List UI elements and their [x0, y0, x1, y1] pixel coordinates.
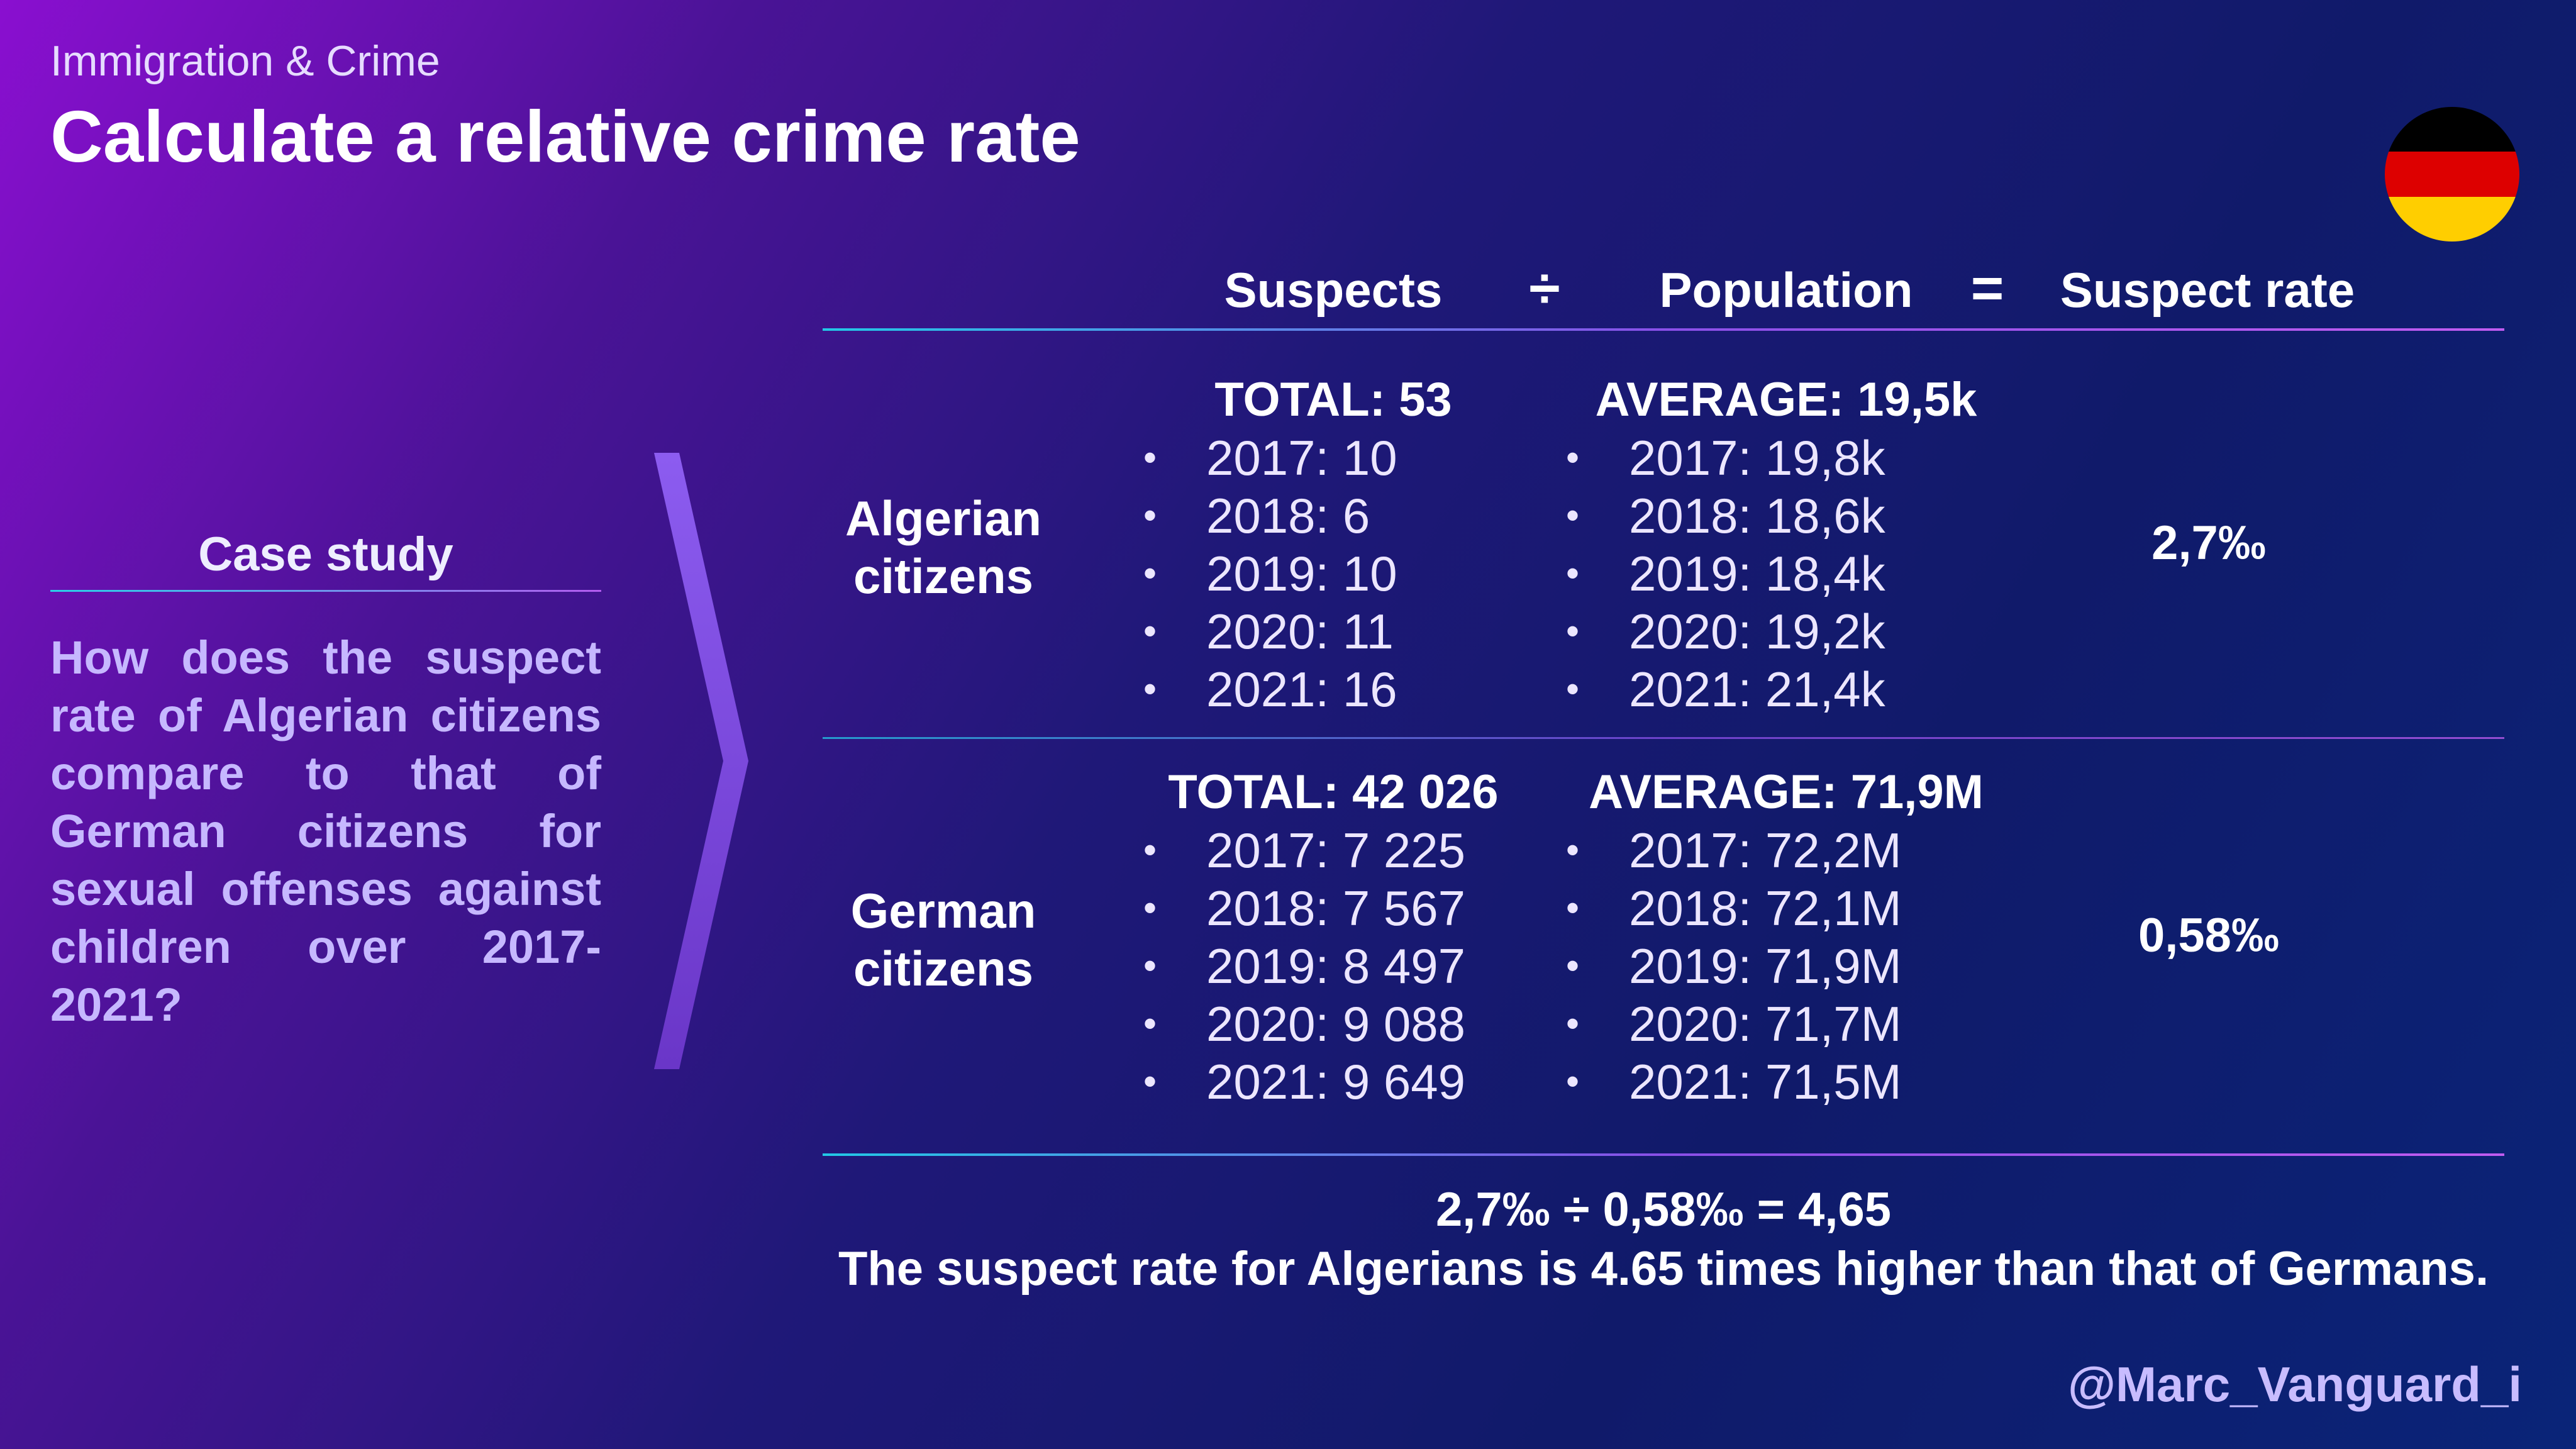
- list-item: 2020: 71,7M: [1566, 995, 1902, 1053]
- list-item: 2021: 9 649: [1143, 1053, 1465, 1111]
- chevron-right-icon: [654, 453, 748, 1069]
- list-item: 2021: 16: [1143, 660, 1397, 718]
- header-suspects: Suspects: [1224, 262, 1443, 318]
- result-formula: 2,7‰ ÷ 0,58‰ = 4,65: [1435, 1183, 1892, 1236]
- list-item: 2019: 10: [1143, 545, 1397, 602]
- population-average-algerian: AVERAGE: 19,5k: [1595, 373, 1977, 426]
- list-item: 2019: 71,9M: [1566, 937, 1902, 995]
- header-divider: [823, 328, 2504, 331]
- list-item: 2018: 7 567: [1143, 879, 1465, 937]
- divide-icon: ÷: [1529, 257, 1560, 320]
- list-item: 2021: 21,4k: [1566, 660, 1885, 718]
- header-population: Population: [1659, 262, 1913, 318]
- population-average-german: AVERAGE: 71,9M: [1589, 765, 1984, 819]
- suspects-years-algerian: 2017: 10 2018: 6 2019: 10 2020: 11 2021:…: [1143, 429, 1397, 718]
- list-item: 2019: 8 497: [1143, 937, 1465, 995]
- header-suspect-rate: Suspect rate: [2060, 262, 2355, 318]
- list-item: 2018: 6: [1143, 487, 1397, 545]
- table-bottom-divider: [823, 1153, 2504, 1156]
- germany-flag-icon: [2385, 107, 2519, 242]
- list-item: 2018: 18,6k: [1566, 487, 1885, 545]
- list-item: 2017: 72,2M: [1566, 821, 1902, 879]
- row-divider: [823, 737, 2504, 739]
- case-study-divider: [50, 590, 601, 592]
- list-item: 2020: 19,2k: [1566, 602, 1885, 660]
- list-item: 2020: 9 088: [1143, 995, 1465, 1053]
- equals-icon: =: [1970, 257, 2004, 320]
- suspect-rate-german: 0,58‰: [2138, 909, 2279, 962]
- list-item: 2020: 11: [1143, 602, 1397, 660]
- row-label-german: German citizens: [850, 883, 1036, 996]
- list-item: 2021: 71,5M: [1566, 1053, 1902, 1111]
- list-item: 2019: 18,4k: [1566, 545, 1885, 602]
- list-item: 2017: 10: [1143, 429, 1397, 487]
- population-years-algerian: 2017: 19,8k 2018: 18,6k 2019: 18,4k 2020…: [1566, 429, 1885, 718]
- suspects-total-algerian: TOTAL: 53: [1214, 373, 1452, 426]
- list-item: 2017: 7 225: [1143, 821, 1465, 879]
- result-conclusion: The suspect rate for Algerians is 4.65 t…: [838, 1242, 2489, 1296]
- suspects-total-german: TOTAL: 42 026: [1168, 765, 1499, 819]
- page-title: Calculate a relative crime rate: [50, 96, 1080, 177]
- row-label-algerian: Algerian citizens: [845, 491, 1042, 604]
- suspect-rate-algerian: 2,7‰: [2151, 516, 2266, 570]
- page-kicker: Immigration & Crime: [50, 37, 440, 85]
- case-study-title: Case study: [198, 528, 453, 581]
- suspects-years-german: 2017: 7 225 2018: 7 567 2019: 8 497 2020…: [1143, 821, 1465, 1111]
- list-item: 2017: 19,8k: [1566, 429, 1885, 487]
- author-handle: @Marc_Vanguard_i: [2068, 1357, 2522, 1412]
- list-item: 2018: 72,1M: [1566, 879, 1902, 937]
- case-study-question: How does the suspect rate of Algerian ci…: [50, 631, 601, 1031]
- population-years-german: 2017: 72,2M 2018: 72,1M 2019: 71,9M 2020…: [1566, 821, 1902, 1111]
